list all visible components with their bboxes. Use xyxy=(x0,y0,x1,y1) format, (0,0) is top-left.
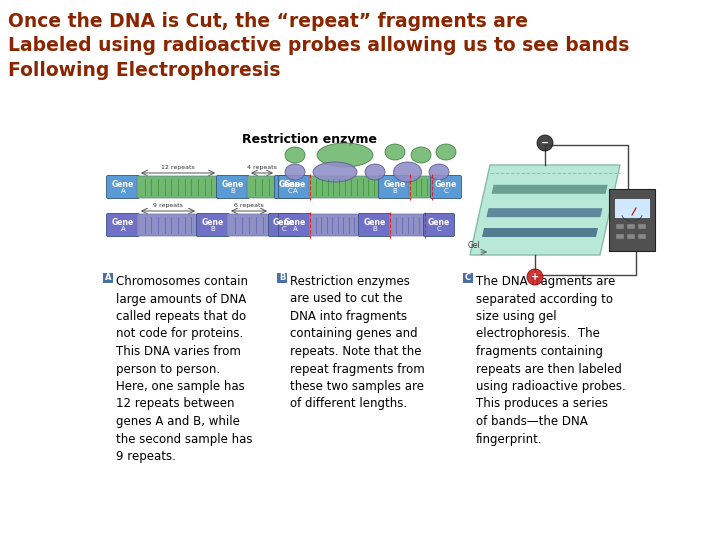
FancyBboxPatch shape xyxy=(197,213,230,237)
Text: The DNA fragments are
separated according to
size using gel
electrophoresis.  Th: The DNA fragments are separated accordin… xyxy=(476,275,626,446)
FancyBboxPatch shape xyxy=(309,214,361,236)
Text: C: C xyxy=(465,273,471,282)
Text: B: B xyxy=(230,188,235,194)
Text: Gene: Gene xyxy=(222,180,244,189)
Ellipse shape xyxy=(385,144,405,160)
FancyBboxPatch shape xyxy=(309,176,381,198)
FancyBboxPatch shape xyxy=(269,213,300,237)
Text: Gene: Gene xyxy=(364,218,386,227)
FancyBboxPatch shape xyxy=(274,176,305,199)
Text: B: B xyxy=(373,226,377,232)
Text: Gene: Gene xyxy=(435,180,457,189)
Ellipse shape xyxy=(285,164,305,180)
FancyBboxPatch shape xyxy=(279,213,312,237)
Text: C: C xyxy=(436,226,441,232)
Text: B: B xyxy=(392,188,397,194)
Bar xyxy=(638,224,646,229)
Text: C: C xyxy=(287,188,292,194)
Text: B: B xyxy=(279,273,285,282)
Text: 12 repeats: 12 repeats xyxy=(161,165,195,170)
Bar xyxy=(277,273,287,283)
Text: A: A xyxy=(292,226,297,232)
Bar xyxy=(616,234,624,239)
Polygon shape xyxy=(470,165,620,255)
Text: C: C xyxy=(444,188,449,194)
Ellipse shape xyxy=(527,269,543,285)
Polygon shape xyxy=(487,208,603,217)
Bar xyxy=(627,224,635,229)
Bar xyxy=(638,234,646,239)
Text: Restriction enzymes
are used to cut the
DNA into fragments
containing genes and
: Restriction enzymes are used to cut the … xyxy=(290,275,425,410)
Polygon shape xyxy=(492,185,608,194)
FancyBboxPatch shape xyxy=(609,189,655,251)
FancyBboxPatch shape xyxy=(107,213,140,237)
Text: Chromosomes contain
large amounts of DNA
called repeats that do
not code for pro: Chromosomes contain large amounts of DNA… xyxy=(116,275,253,463)
Text: +: + xyxy=(531,272,539,282)
Text: Gene: Gene xyxy=(273,218,295,227)
FancyBboxPatch shape xyxy=(247,176,277,198)
FancyBboxPatch shape xyxy=(137,176,219,198)
Text: −: − xyxy=(541,138,549,148)
Text: Gene: Gene xyxy=(279,180,301,189)
Text: A: A xyxy=(292,188,297,194)
Text: Gene: Gene xyxy=(112,218,134,227)
FancyBboxPatch shape xyxy=(137,214,199,236)
Text: Labeled using radioactive probes allowing us to see bands: Labeled using radioactive probes allowin… xyxy=(8,36,629,55)
Text: B: B xyxy=(211,226,215,232)
Ellipse shape xyxy=(365,164,385,180)
Ellipse shape xyxy=(537,135,553,151)
Text: 6 repeats: 6 repeats xyxy=(234,203,264,208)
FancyBboxPatch shape xyxy=(217,176,250,199)
Text: Gene: Gene xyxy=(384,180,406,189)
Ellipse shape xyxy=(436,144,456,160)
Ellipse shape xyxy=(429,164,449,180)
Text: Gene: Gene xyxy=(202,218,224,227)
FancyBboxPatch shape xyxy=(389,214,426,236)
Bar xyxy=(463,273,473,283)
Bar xyxy=(614,198,650,218)
FancyBboxPatch shape xyxy=(227,214,271,236)
Ellipse shape xyxy=(317,143,373,167)
FancyBboxPatch shape xyxy=(107,176,140,199)
Ellipse shape xyxy=(411,147,431,163)
Ellipse shape xyxy=(313,162,357,182)
Text: Gene: Gene xyxy=(284,218,306,227)
FancyBboxPatch shape xyxy=(359,213,392,237)
Text: A: A xyxy=(121,226,125,232)
Polygon shape xyxy=(482,228,598,237)
Text: Gel: Gel xyxy=(468,241,481,250)
Text: Gene: Gene xyxy=(112,180,134,189)
Text: Once the DNA is Cut, the “repeat” fragments are: Once the DNA is Cut, the “repeat” fragme… xyxy=(8,12,528,31)
Bar xyxy=(616,224,624,229)
Bar xyxy=(627,234,635,239)
FancyBboxPatch shape xyxy=(431,176,462,199)
Text: A: A xyxy=(104,273,112,282)
FancyBboxPatch shape xyxy=(379,176,412,199)
Ellipse shape xyxy=(285,147,305,163)
Text: Gene: Gene xyxy=(428,218,450,227)
Text: Restriction enzyme: Restriction enzyme xyxy=(243,133,377,146)
Text: 4 repeats: 4 repeats xyxy=(247,165,277,170)
Text: Following Electrophoresis: Following Electrophoresis xyxy=(8,60,281,79)
Text: C: C xyxy=(282,226,287,232)
FancyBboxPatch shape xyxy=(409,176,433,198)
FancyBboxPatch shape xyxy=(423,213,454,237)
Ellipse shape xyxy=(394,162,421,182)
Text: Gene: Gene xyxy=(284,180,306,189)
FancyBboxPatch shape xyxy=(279,176,312,199)
Bar xyxy=(103,273,113,283)
Text: A: A xyxy=(121,188,125,194)
Text: 9 repeats: 9 repeats xyxy=(153,203,183,208)
